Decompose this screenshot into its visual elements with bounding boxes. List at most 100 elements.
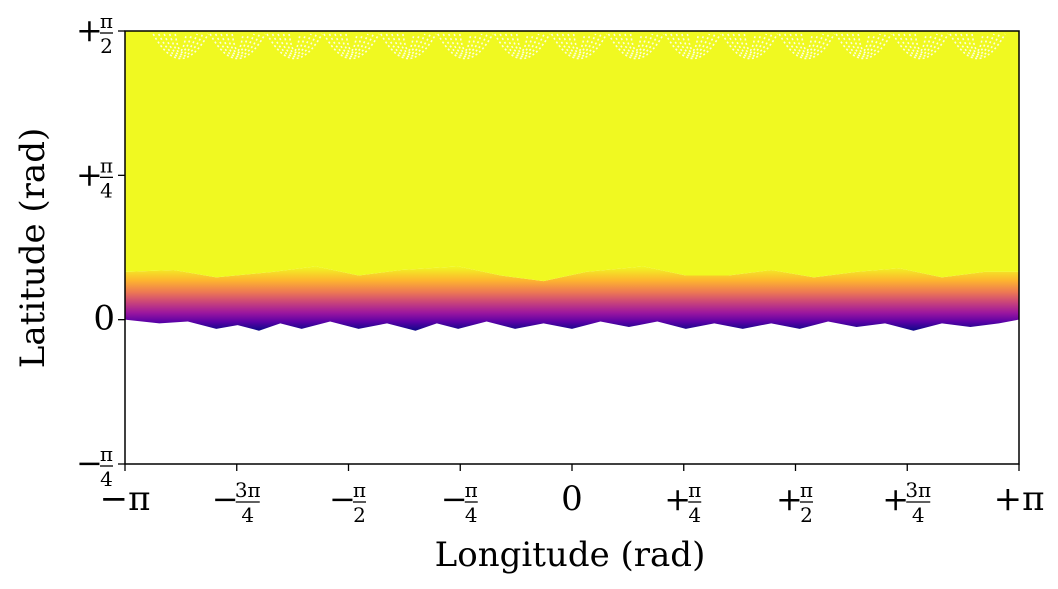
tick-label: +π	[994, 479, 1045, 519]
arch-mark	[402, 33, 415, 52]
svg-text:π: π	[100, 442, 113, 466]
svg-text:2: 2	[353, 503, 366, 527]
arch-mark	[954, 33, 1001, 58]
svg-text:π: π	[688, 478, 701, 502]
arch-mark	[504, 33, 540, 56]
svg-text:2: 2	[800, 503, 813, 527]
arch-mark	[437, 33, 494, 60]
arch-mark	[743, 33, 757, 52]
arch-mark	[903, 33, 938, 56]
arch-mark	[550, 33, 608, 60]
svg-text:π: π	[465, 478, 478, 502]
arch-mark	[328, 33, 375, 58]
svg-text:+: +	[882, 480, 909, 518]
arch-mark	[727, 33, 773, 58]
arch-mark	[271, 33, 318, 58]
arch-mark	[835, 33, 892, 60]
arch-mark	[784, 33, 830, 58]
y-axis-label: Latitude (rad)	[13, 128, 53, 368]
arch-mark	[965, 33, 990, 54]
tick-label: 0	[93, 299, 115, 339]
svg-text:+: +	[76, 155, 103, 193]
arch-mark	[385, 33, 432, 58]
arch-mark	[572, 33, 586, 52]
arch-mark	[664, 33, 722, 60]
arch-mark	[949, 33, 1006, 60]
arch-mark	[908, 33, 933, 54]
colored-band	[125, 266, 1019, 331]
svg-text:π: π	[100, 9, 113, 33]
svg-text:+: +	[776, 480, 803, 518]
arch-mark	[561, 33, 597, 56]
plot-area	[125, 31, 1019, 331]
arch-mark	[515, 33, 529, 52]
arch-mark	[214, 33, 261, 58]
svg-text:−: −	[329, 480, 356, 518]
arch-mark	[556, 33, 602, 58]
svg-text:π: π	[353, 478, 366, 502]
arch-mark	[163, 33, 198, 56]
top-arches	[152, 33, 1006, 60]
arch-mark	[345, 33, 358, 52]
tick-label: +π/4+π4	[664, 478, 701, 527]
svg-text:3π: 3π	[235, 478, 261, 502]
svg-text:−: −	[441, 480, 468, 518]
arch-mark	[391, 33, 426, 56]
arch-mark	[607, 33, 665, 60]
arch-mark	[510, 33, 534, 54]
x-axis-ticks: −π−3π/4 −3π4−π/2 −π2−π/4 −π4 0+π/4 +π4+π/2 +π2…	[100, 464, 1045, 527]
arch-mark	[494, 33, 551, 60]
arch-mark	[266, 33, 323, 60]
arch-mark	[738, 33, 762, 54]
arch-mark	[442, 33, 489, 58]
svg-text:+: +	[76, 11, 103, 49]
arch-mark	[686, 33, 700, 52]
tick-label: −π	[100, 479, 151, 519]
arch-mark	[851, 33, 876, 54]
arch-mark	[789, 33, 825, 56]
svg-text:−: −	[76, 444, 103, 482]
arch-mark	[157, 33, 204, 58]
tick-label: +π/2+π2	[76, 9, 113, 58]
svg-text:4: 4	[100, 467, 113, 491]
svg-text:4: 4	[688, 503, 701, 527]
arch-mark	[846, 33, 881, 56]
arch-mark	[681, 33, 705, 54]
arch-mark	[396, 33, 421, 54]
arch-mark	[225, 33, 250, 54]
arch-mark	[960, 33, 995, 56]
arch-mark	[629, 33, 643, 52]
arch-mark	[277, 33, 312, 56]
arch-mark	[174, 33, 188, 52]
arch-mark	[613, 33, 659, 58]
arch-mark	[448, 33, 483, 56]
tick-label: −π/4−π4	[76, 442, 113, 491]
svg-text:4: 4	[465, 503, 478, 527]
svg-text:4: 4	[241, 503, 254, 527]
yellow-region	[125, 31, 1019, 282]
arch-mark	[168, 33, 193, 54]
arch-mark	[339, 33, 364, 54]
svg-text:4: 4	[100, 178, 113, 202]
arch-mark	[282, 33, 307, 54]
arch-mark	[231, 33, 244, 52]
svg-text:π: π	[800, 478, 813, 502]
tick-label: +3π/4 +3π4	[882, 478, 931, 527]
arch-mark	[152, 33, 209, 60]
arch-mark	[209, 33, 266, 60]
arch-mark	[458, 33, 472, 52]
arch-mark	[857, 33, 870, 52]
arch-mark	[567, 33, 591, 54]
svg-text:2: 2	[100, 34, 113, 58]
arch-mark	[288, 33, 301, 52]
arch-mark	[795, 33, 819, 54]
tick-label: 0	[561, 479, 583, 519]
arch-mark	[220, 33, 255, 56]
y-axis-ticks: −π/4−π4 0 +π/4+π4 +π/2+π2	[76, 9, 125, 491]
arch-mark	[897, 33, 944, 58]
svg-text:+: +	[664, 480, 691, 518]
arch-mark	[453, 33, 478, 54]
svg-text:π: π	[100, 153, 113, 177]
svg-text:3π: 3π	[905, 478, 931, 502]
